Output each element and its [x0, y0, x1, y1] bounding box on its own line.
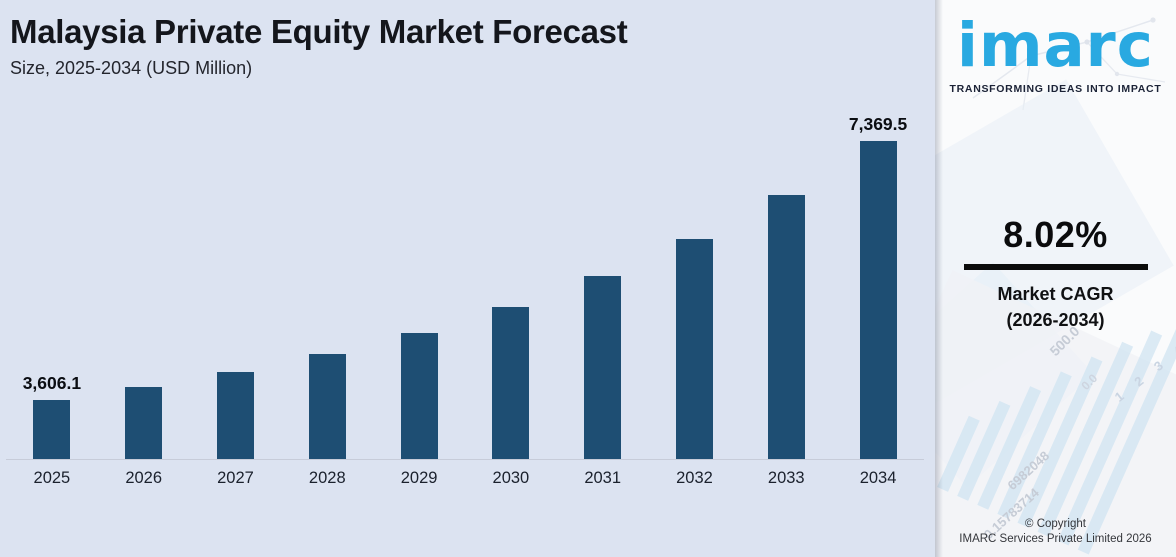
watermark-bar [1037, 341, 1134, 537]
chart-panel: Malaysia Private Equity Market Forecast … [6, 13, 924, 488]
bar-2031 [584, 276, 622, 459]
x-axis-label: 2032 [676, 469, 713, 487]
x-axis-labels: 2025 2026 2027 2028 2029 2030 2031 2032 2033 2034 [6, 469, 924, 488]
bar-column: 7,369.5 [832, 99, 924, 459]
brand-panel: 500.0 0.0 1 2 3 4 6982048 0.15783714 ima… [935, 0, 1176, 557]
copyright: © Copyright IMARC Services Private Limit… [935, 517, 1176, 548]
bar-column [281, 99, 373, 459]
bar-column [740, 99, 832, 459]
x-axis-label: 2033 [767, 469, 805, 487]
x-axis-label: 2028 [308, 469, 346, 487]
cagr-value: 8.02% [1003, 214, 1108, 255]
watermark-bar [977, 386, 1042, 510]
x-axis-label: 2026 [125, 469, 163, 487]
watermark-text: 1 2 3 4 [1111, 338, 1176, 405]
chart-header: Malaysia Private Equity Market Forecast … [10, 13, 628, 79]
watermark-bar [957, 400, 1011, 501]
watermark-text: 0.0 [1078, 371, 1101, 393]
imarc-logo-text: imarc [957, 10, 1154, 81]
bar-column [649, 99, 741, 459]
bar-column [98, 99, 190, 459]
x-axis-label: 2025 [33, 469, 71, 487]
x-axis-label: 2034 [859, 469, 897, 487]
bar-column: 3,606.1 [6, 99, 98, 459]
cagr-divider [963, 264, 1148, 270]
x-axis-label: 2029 [400, 469, 438, 487]
x-axis-label: 2031 [584, 469, 622, 487]
bar-2034 [859, 141, 897, 459]
bar-2032 [675, 238, 713, 459]
bar-value-label: 3,606.1 [22, 372, 82, 393]
bar-2026 [125, 387, 163, 459]
bar-column [465, 99, 557, 459]
watermark-text: 6982048 [1004, 447, 1053, 494]
bar-2033 [767, 194, 805, 459]
cagr-label-line1: Market CAGR [997, 284, 1114, 304]
bar-column [190, 99, 282, 459]
bar-column [557, 99, 649, 459]
copyright-line1: © Copyright [1025, 517, 1086, 530]
cagr-label-line2: (2026-2034) [1006, 310, 1105, 331]
x-axis-label: 2030 [492, 469, 530, 487]
watermark-bar [1017, 356, 1103, 528]
bar-column [373, 99, 465, 459]
watermark-bar [1057, 330, 1163, 546]
watermark-bar [937, 415, 980, 492]
chart-subtitle: Size, 2025-2034 (USD Million) [10, 58, 253, 79]
x-axis-label: 2027 [217, 469, 254, 487]
imarc-tagline: TRANSFORMING IDEAS INTO IMPACT [949, 83, 1162, 95]
cagr-block: 8.02% Market CAGR (2026-2034) [935, 215, 1176, 333]
bar-2027 [216, 372, 254, 459]
chart-title: Malaysia Private Equity Market Forecast [10, 13, 628, 50]
bar-value-label: 7,369.5 [848, 114, 908, 134]
bar-2028 [308, 353, 346, 459]
bars-area: 3,606.1 7,369.5 [6, 99, 924, 460]
imarc-logo: imarc TRANSFORMING IDEAS INTO IMPACT [935, 0, 1176, 95]
bar-2025 [33, 399, 71, 459]
bar-2030 [492, 307, 530, 459]
brand-panel-content: imarc TRANSFORMING IDEAS INTO IMPACT 8.0… [935, 0, 1176, 333]
watermark-bar [997, 371, 1072, 519]
bar-2029 [400, 332, 438, 459]
copyright-line2: IMARC Services Private Limited 2026 [959, 533, 1152, 546]
